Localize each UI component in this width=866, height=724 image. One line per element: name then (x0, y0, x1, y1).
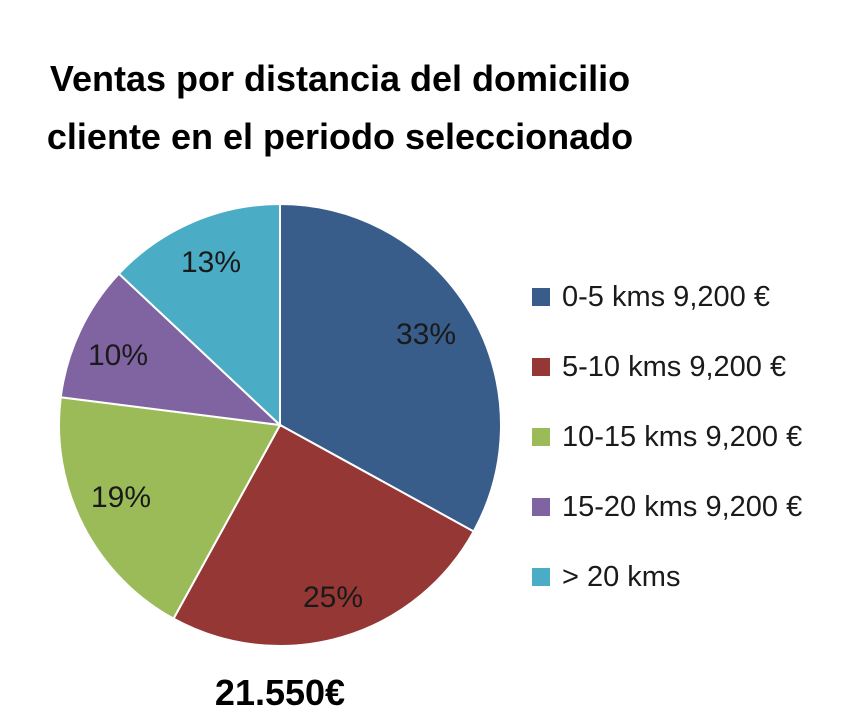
pie-label-slice-3: 19% (91, 481, 151, 514)
pie-label-slice-4: 10% (88, 339, 148, 372)
legend-item-slice-4: 15-20 kms 9,200 € (532, 472, 802, 542)
pie-slice-5 (117, 202, 281, 428)
legend-label-slice-2: 5-10 kms 9,200 € (562, 350, 787, 383)
pie-label-slice-2: 25% (303, 581, 363, 614)
pie-slice-1 (279, 202, 502, 533)
chart-title-line-2: cliente en el periodo seleccionado (46, 116, 634, 157)
legend-swatch-slice-3 (532, 428, 550, 446)
pie-slice-3 (58, 396, 282, 621)
legend-swatch-slice-1 (532, 288, 550, 306)
legend-item-slice-5: > 20 kms (532, 542, 802, 612)
chart-title-line-1: Ventas por distancia del domicilio (49, 58, 631, 99)
pie-slice-2 (172, 423, 476, 647)
pie-slice-4 (59, 272, 283, 427)
sales-total: 21.550€ (214, 672, 346, 713)
legend-label-slice-3: 10-15 kms 9,200 € (562, 420, 803, 453)
legend-label-slice-1: 0-5 kms 9,200 € (562, 280, 770, 313)
legend-swatch-slice-2 (532, 358, 550, 376)
legend-swatch-slice-4 (532, 498, 550, 516)
chart-legend: 0-5 kms 9,200 € 5-10 kms 9,200 € 10-15 kms… (532, 262, 802, 612)
legend-item-slice-2: 5-10 kms 9,200 € (532, 332, 802, 402)
pie-label-slice-1: 33% (396, 318, 456, 351)
legend-label-slice-5: > 20 kms (562, 560, 681, 593)
legend-swatch-slice-5 (532, 568, 550, 586)
chart-title: Ventas por distancia del domicilio clien… (10, 50, 670, 166)
legend-item-slice-1: 0-5 kms 9,200 € (532, 262, 802, 332)
legend-item-slice-3: 10-15 kms 9,200 € (532, 402, 802, 472)
legend-label-slice-4: 15-20 kms 9,200 € (562, 490, 803, 523)
pie-label-slice-5: 13% (181, 246, 241, 279)
